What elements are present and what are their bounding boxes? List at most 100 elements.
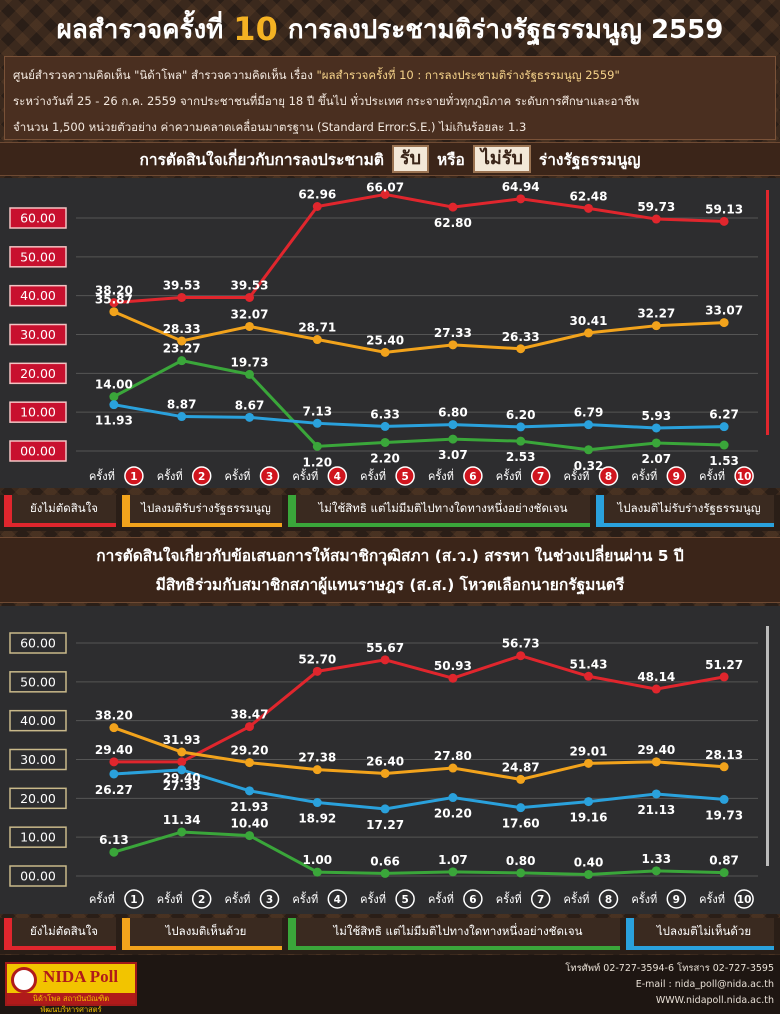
- data-point: [651, 438, 661, 448]
- data-point: [448, 434, 458, 444]
- data-point: [380, 868, 390, 878]
- data-point: [109, 769, 119, 779]
- x-tick-label: ครั้งที่: [699, 891, 725, 906]
- x-tick-number-badge: [124, 466, 144, 486]
- y-tick-box: [9, 748, 67, 771]
- x-tick-label: ครั้งที่: [428, 468, 454, 483]
- x-tick-number: 1: [130, 894, 137, 906]
- x-tick-label: ครั้งที่: [292, 468, 318, 483]
- data-point: [245, 831, 254, 841]
- contact-website[interactable]: WWW.nidapoll.nida.ac.th: [655, 995, 774, 1006]
- data-label: 66.07: [366, 180, 404, 194]
- data-label: 62.96: [298, 188, 336, 202]
- data-label: 6.20: [506, 408, 536, 422]
- y-tick-label: 50.00: [20, 674, 56, 689]
- data-point: [312, 867, 322, 877]
- x-tick-number-badge: [666, 466, 687, 486]
- y-tick-box: [9, 787, 67, 810]
- x-tick-number: 9: [673, 471, 680, 483]
- data-point: [312, 418, 322, 428]
- data-point: [448, 420, 458, 430]
- data-label: 1.53: [709, 454, 739, 468]
- x-tick-number: 8: [605, 471, 612, 483]
- data-label: 26.27: [95, 783, 133, 797]
- data-point: [448, 867, 458, 877]
- data-label: 55.67: [366, 641, 404, 655]
- data-point: [516, 774, 526, 784]
- data-point: [584, 203, 593, 213]
- x-tick-number: 10: [737, 894, 752, 906]
- data-point: [584, 869, 593, 879]
- x-tick-label: ครั้งที่: [157, 891, 183, 906]
- x-tick-number: 2: [198, 894, 205, 906]
- data-label: 1.00: [302, 853, 332, 867]
- logo-name: NIDA Poll: [43, 967, 119, 986]
- data-label: 1.07: [438, 853, 468, 867]
- data-point: [584, 671, 593, 681]
- data-label: 0.40: [574, 855, 604, 869]
- y-tick-box: [9, 284, 67, 307]
- x-tick-number-badge: [598, 889, 619, 909]
- chart2-legend: ยังไม่ตัดสินใจ ไปลงมติเห็นด้วย ไม่ใช้สิท…: [0, 918, 780, 954]
- x-tick-number: 7: [537, 894, 544, 906]
- y-tick-box: [9, 362, 67, 385]
- data-label: 35.87: [95, 293, 133, 307]
- data-point: [245, 786, 254, 796]
- x-tick-number-badge: [124, 889, 144, 909]
- data-label: 11.34: [163, 813, 201, 827]
- data-label: 26.33: [502, 330, 540, 344]
- data-label: 6.27: [709, 408, 739, 422]
- data-point: [109, 847, 119, 857]
- data-point: [719, 762, 729, 772]
- data-point: [245, 758, 254, 768]
- data-label: 0.80: [506, 854, 536, 868]
- data-label: 0.32: [574, 459, 604, 473]
- data-point: [109, 723, 119, 733]
- data-label: 28.71: [298, 321, 336, 335]
- chart1-title-post: ร่างรัฐธรรมนูญ: [538, 150, 641, 169]
- data-point: [109, 757, 119, 767]
- data-label: 32.07: [231, 307, 269, 321]
- x-tick-number: 8: [605, 894, 612, 906]
- x-tick-label: ครั้งที่: [292, 891, 318, 906]
- contact-phone: โทรศัพท์ 02-727-3594-6 โทรสาร 02-727-359…: [565, 963, 774, 974]
- chart1-title: การตัดสินใจเกี่ยวกับการลงประชามติ รับ หร…: [0, 142, 780, 176]
- data-point: [719, 216, 729, 226]
- data-point: [245, 292, 254, 302]
- x-tick-number-badge: [666, 889, 687, 909]
- data-label: 28.13: [705, 748, 743, 762]
- data-label: 25.40: [366, 333, 404, 347]
- data-label: 27.33: [163, 779, 201, 793]
- data-label: 21.13: [637, 803, 675, 817]
- x-tick-number-badge: [191, 889, 212, 909]
- data-label: 26.40: [366, 754, 404, 768]
- title-number: 10: [233, 10, 278, 48]
- data-label: 23.27: [163, 342, 201, 356]
- data-point: [651, 789, 661, 799]
- data-point: [245, 321, 254, 331]
- contact-email[interactable]: E-mail : nida_poll@nida.ac.th: [635, 979, 774, 990]
- title-suffix: การลงประชามติร่างรัฐธรรมนูญ 2559: [287, 14, 724, 45]
- x-tick-label: ครั้งที่: [564, 468, 590, 483]
- survey-info: ศูนย์สำรวจความคิดเห็น "นิด้าโพล" สำรวจคว…: [4, 56, 776, 140]
- data-label: 7.13: [302, 404, 332, 418]
- y-tick-box: [9, 440, 67, 462]
- data-point: [516, 344, 526, 354]
- x-tick-label: ครั้งที่: [225, 468, 251, 483]
- x-tick-label: ครั้งที่: [564, 891, 590, 906]
- x-tick-label: ครั้งที่: [496, 468, 522, 483]
- data-label: 27.38: [298, 751, 336, 765]
- data-label: 59.13: [705, 202, 743, 216]
- data-label: 0.87: [709, 854, 739, 868]
- data-label: 18.92: [298, 812, 336, 826]
- x-tick-label: ครั้งที่: [360, 891, 386, 906]
- x-tick-label: ครั้งที่: [157, 468, 183, 483]
- data-point: [719, 868, 729, 878]
- logo-subtitle: นิด้าโพล สถาบันบัณฑิตพัฒนบริหารศาสตร์: [7, 993, 135, 1014]
- data-label: 3.07: [438, 448, 468, 462]
- data-point: [380, 189, 390, 199]
- data-point: [109, 392, 119, 402]
- data-label: 50.93: [434, 659, 472, 673]
- data-label: 2.20: [370, 451, 400, 465]
- x-tick-number: 6: [469, 894, 476, 906]
